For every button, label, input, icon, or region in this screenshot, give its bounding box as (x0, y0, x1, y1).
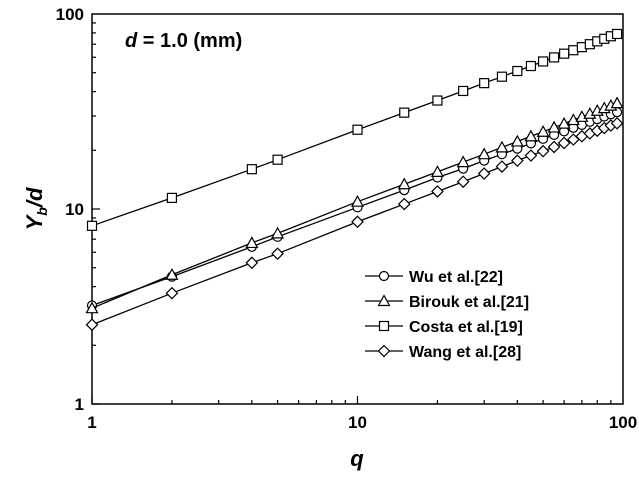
data-point (512, 65, 523, 77)
data-point (558, 48, 570, 59)
data-point (399, 107, 410, 118)
legend-entry: Birouk et al.[21] (365, 294, 529, 311)
data-point (431, 185, 444, 198)
data-point (496, 71, 508, 82)
data-point (86, 220, 98, 231)
data-point (165, 268, 179, 280)
data-point (536, 124, 550, 137)
data-point (477, 147, 491, 160)
data-point (477, 167, 491, 180)
legend-marker (377, 294, 391, 307)
data-point (547, 120, 561, 133)
axis-ticks: 1 10 100 1 10 100 (56, 5, 638, 432)
y-tick-label: 10 (65, 200, 84, 219)
legend-entry: Costa et al.[19] (365, 319, 523, 336)
data-point (525, 60, 537, 72)
annotation-var: d (125, 30, 138, 52)
y-axis-label-sub: b (34, 207, 50, 216)
x-axis-label: q (350, 446, 364, 471)
data-point (495, 160, 509, 173)
y-tick-label: 1 (75, 395, 84, 414)
data-point (557, 136, 571, 150)
annotation-rest: = 1.0 (mm) (137, 30, 242, 52)
legend-entry: Wang et al.[28] (365, 344, 521, 361)
data-point (352, 124, 363, 135)
series-triangle (85, 96, 624, 314)
legend-marker (378, 270, 390, 282)
data-point (456, 155, 470, 168)
data-point (165, 286, 179, 300)
y-axis-label-main: Y (22, 213, 47, 230)
data-point (458, 85, 469, 97)
data-point (245, 236, 259, 249)
data-point (568, 45, 579, 56)
legend: Wu et al.[22] Birouk et al.[21] Costa et a… (365, 269, 529, 361)
data-point (610, 96, 624, 109)
annotation-text: d = 1.0 (mm) (125, 30, 242, 52)
data-point (85, 301, 99, 314)
data-point (495, 140, 509, 153)
data-point (524, 129, 538, 142)
legend-label: Wu et al.[22] (409, 269, 503, 286)
data-point (272, 154, 283, 165)
data-point (351, 215, 364, 229)
data-point (245, 256, 259, 270)
data-point (246, 164, 257, 175)
data-point (479, 78, 490, 89)
data-point (166, 192, 178, 204)
series-square (86, 28, 623, 231)
data-point (456, 175, 470, 189)
data-point (430, 165, 444, 177)
data-point (547, 140, 561, 154)
data-point (611, 28, 623, 40)
data-point (510, 154, 524, 167)
data-point (548, 52, 560, 63)
legend-label: Wang et al.[28] (409, 344, 521, 361)
data-point (271, 247, 284, 261)
data-point (566, 113, 580, 126)
x-tick-label: 1 (87, 413, 96, 432)
data-point (536, 144, 550, 158)
legend-marker (377, 344, 391, 358)
y-axis-label-tail: /d (22, 187, 47, 208)
data-point (397, 177, 411, 190)
y-tick-label: 100 (56, 5, 84, 24)
data-point (271, 226, 285, 239)
series-layer (85, 28, 624, 332)
data-point (350, 194, 365, 207)
x-tick-label: 10 (348, 413, 367, 432)
data-point (610, 116, 624, 130)
x-tick-label: 100 (609, 413, 637, 432)
data-point (524, 149, 538, 162)
data-point (85, 318, 99, 332)
legend-label: Birouk et al.[21] (409, 294, 529, 311)
legend-entry: Wu et al.[22] (365, 269, 503, 286)
series-diamond (85, 116, 624, 332)
data-point (510, 134, 524, 147)
legend-marker (378, 320, 390, 332)
data-point (397, 197, 411, 211)
legend-label: Costa et al.[19] (409, 319, 523, 336)
data-point (557, 116, 571, 129)
data-point (432, 95, 443, 106)
y-axis-label: Yb/d (22, 187, 50, 230)
data-point (537, 56, 549, 67)
